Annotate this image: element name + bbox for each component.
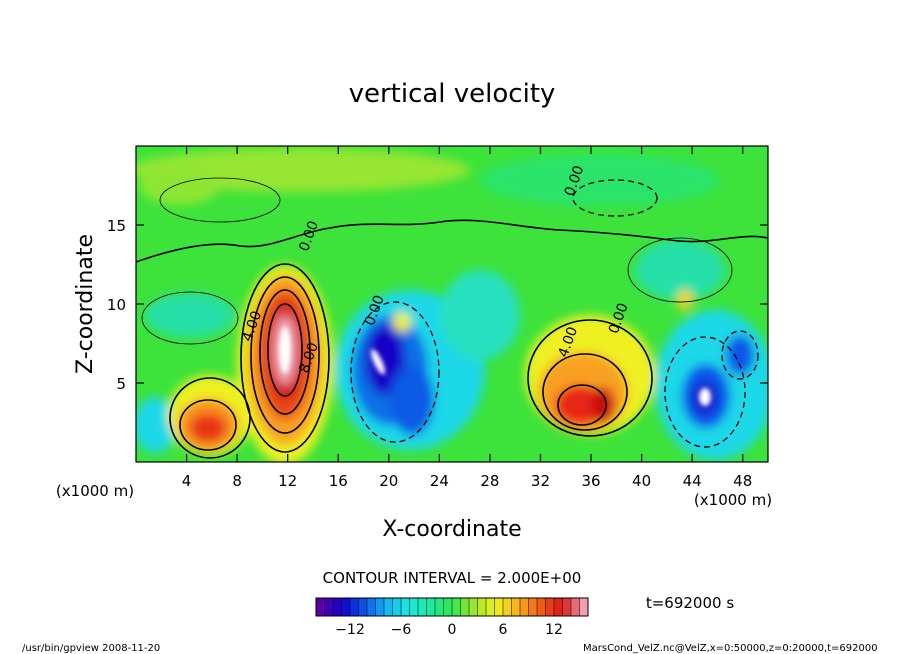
colorbar-swatch [367, 598, 376, 616]
colorbar-swatch [401, 598, 410, 616]
colorbar-swatch [350, 598, 359, 616]
colorbar-tick-label: 12 [545, 622, 563, 638]
footer-program: /usr/bin/gpview 2008-11-20 [22, 643, 160, 654]
colorbar-swatch [358, 598, 368, 616]
colorbar-swatch [460, 598, 470, 616]
colorbar-swatch [537, 598, 546, 616]
colorbar-swatch [341, 598, 351, 616]
x-tick-label: 44 [683, 472, 702, 490]
x-tick-label: 48 [733, 472, 752, 490]
colorbar-swatch [520, 598, 529, 616]
y-tick-label: 15 [107, 217, 126, 235]
colorbar-swatch [426, 598, 436, 616]
colorbar: −12 −6 0 6 12 [315, 597, 589, 638]
colorbar-swatch [511, 598, 521, 616]
x-tick-label: 4 [182, 472, 192, 490]
colorbar-frame [315, 597, 589, 617]
colorbar-swatch [452, 598, 461, 616]
y-axis: 5 10 15 [107, 217, 768, 393]
colorbar-swatch [494, 598, 504, 616]
colorbar-swatch [554, 598, 563, 616]
colorbar-swatch [477, 598, 487, 616]
colorbar-swatch [333, 598, 342, 616]
x-unit-left: (x1000 m) [56, 482, 134, 500]
colorbar-swatch [316, 598, 325, 616]
colorbar-swatch [392, 598, 402, 616]
x-unit-right: (x1000 m) [694, 491, 772, 509]
colorbar-swatch [562, 598, 572, 616]
x-axis: 4 8 12 16 20 24 28 32 36 40 44 48 [182, 146, 752, 490]
colorbar-swatch [469, 598, 478, 616]
y-tick-label: 5 [116, 375, 126, 393]
x-tick-label: 16 [329, 472, 348, 490]
x-tick-label: 40 [632, 472, 651, 490]
contour-interval: CONTOUR INTERVAL = 2.000E+00 [323, 569, 582, 587]
time-label: t=692000 s [646, 594, 734, 612]
colorbar-tick-label: −12 [335, 622, 365, 638]
colorbar-tick-label: −6 [391, 622, 412, 638]
x-tick-label: 28 [480, 472, 499, 490]
colorbar-swatch [418, 598, 427, 616]
colorbar-swatch [384, 598, 393, 616]
heatmap-field [136, 146, 768, 462]
colorbar-swatch [375, 598, 385, 616]
colorbar-swatch [486, 598, 495, 616]
colorbar-swatch [324, 598, 334, 616]
colorbar-swatch [409, 598, 419, 616]
y-tick-label: 10 [107, 296, 126, 314]
colorbar-tick-label: 0 [448, 622, 457, 638]
colorbar-swatch [443, 598, 453, 616]
colorbar-tick-label: 6 [499, 622, 508, 638]
x-tick-label: 32 [531, 472, 550, 490]
y-axis-label: Z-coordinate [73, 234, 98, 374]
x-tick-label: 12 [278, 472, 297, 490]
x-tick-label: 24 [430, 472, 449, 490]
colorbar-swatch [579, 598, 589, 616]
x-tick-label: 36 [581, 472, 600, 490]
colorbar-swatch [545, 598, 555, 616]
footer-source: MarsCond_VelZ.nc@VelZ,x=0:50000,z=0:2000… [583, 643, 878, 654]
x-axis-label: X-coordinate [382, 517, 521, 542]
x-tick-label: 8 [232, 472, 242, 490]
colorbar-swatch [528, 598, 538, 616]
colorbar-swatch [571, 598, 580, 616]
colorbar-swatch [435, 598, 444, 616]
chart-title: vertical velocity [349, 79, 556, 109]
colorbar-swatch [503, 598, 512, 616]
x-tick-label: 20 [379, 472, 398, 490]
